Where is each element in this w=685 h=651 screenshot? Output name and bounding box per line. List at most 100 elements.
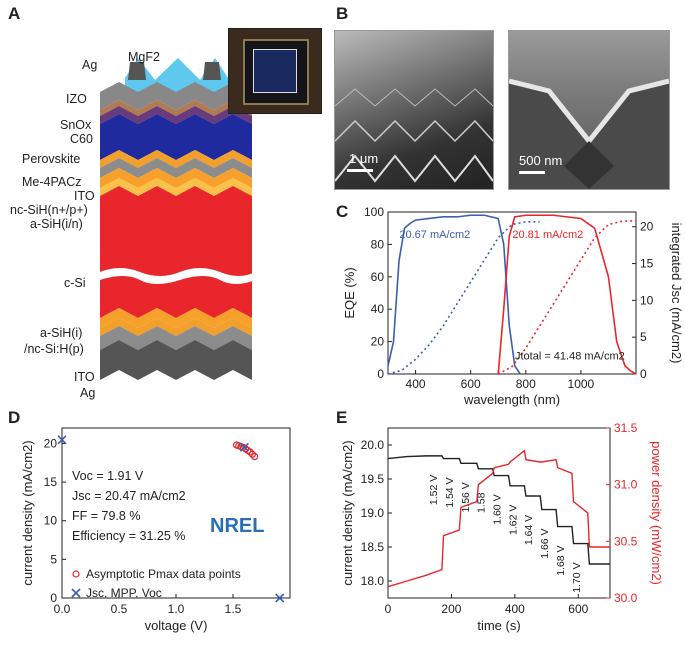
- label-mgf2: MgF2: [128, 50, 160, 64]
- step-voltage-label-2: 1.56 V: [460, 482, 472, 512]
- y-tick-label: 18.0: [361, 574, 385, 588]
- x-tick-label: 800: [516, 377, 536, 391]
- me4pacz-layer: [100, 150, 252, 168]
- jv-param-3: Efficiency = 31.25 %: [72, 529, 185, 543]
- device-photo: [228, 28, 322, 114]
- step-voltage-label-4: 1.60 V: [492, 494, 504, 524]
- y-tick-label: 60: [371, 270, 385, 284]
- y2-axis-label: power density (mW/cm2): [649, 441, 664, 585]
- y-tick-label: 18.5: [361, 540, 385, 554]
- csi-break-wave: [100, 268, 255, 284]
- x-tick-label: 0.0: [54, 602, 71, 616]
- label-ag-top: Ag: [82, 58, 98, 72]
- x-tick-label: 200: [441, 602, 461, 616]
- step-voltage-label-8: 1.68 V: [555, 545, 567, 575]
- panel-label-d: D: [8, 408, 21, 427]
- x-axis-label: wavelength (nm): [463, 392, 560, 407]
- perovskite-layer: [100, 114, 252, 160]
- annotation-total: Jtotal = 41.48 mA/cm2: [515, 350, 625, 362]
- ito-top-layer: [100, 158, 252, 178]
- mpp-tracking-chart: 0 200 400 600 18.0 18.5 19.0 19.5 20.0 30.0 30.5 31…: [340, 421, 664, 633]
- y2-axis-label: integrated Jsc (mA/cm2): [669, 223, 684, 364]
- series-line-1: [387, 449, 610, 588]
- eqe-chart: 400 600 800 100002040608010005101520wavelen…: [342, 205, 684, 407]
- ag-bottom-layer: [100, 340, 252, 380]
- legend-label-pmax: Asymptotic Pmax data points: [86, 567, 241, 581]
- label-snox: SnOx: [60, 118, 92, 132]
- plot-frame: [387, 211, 637, 375]
- snox-layer: [100, 100, 252, 116]
- step-voltage-label-9: 1.70 V: [571, 562, 583, 592]
- label-ito-top: ITO: [74, 189, 95, 203]
- label-ag-bottom: Ag: [80, 386, 96, 400]
- y-tick-label: 15: [44, 475, 58, 489]
- y2-tick-label: 10: [640, 293, 654, 307]
- y-tick-label: 80: [371, 237, 385, 251]
- jv-param-1: Jsc = 20.47 mA/cm2: [72, 489, 186, 503]
- y-tick-label: 19.5: [361, 472, 385, 486]
- x-tick-label: 600: [568, 602, 588, 616]
- x-tick-label: 0: [385, 602, 392, 616]
- x-tick-label: 1000: [568, 377, 595, 391]
- y-tick-label: 40: [371, 302, 385, 316]
- y-tick-label: 10: [44, 514, 58, 528]
- series-line-0: [387, 214, 521, 375]
- ncsihp-layer: [100, 318, 252, 336]
- label-ncsihp: /nc-Si:H(p): [24, 342, 84, 356]
- asih-i-layer: [100, 308, 252, 328]
- label-asih-i: a-SiH(i): [40, 326, 83, 340]
- annotation-red: 20.81 mA/cm2: [512, 229, 583, 241]
- ag-top-contact-left: [128, 62, 146, 80]
- panel-label-b: B: [336, 4, 349, 23]
- y2-tick-label: 30.0: [614, 591, 638, 605]
- ito-bottom-layer: [100, 326, 252, 350]
- y-tick-label: 5: [50, 552, 57, 566]
- label-asih-in: a-SiH(i/n): [30, 217, 83, 231]
- jsc-mpp-voc-marker: [239, 442, 249, 452]
- x-tick-label: 0.5: [111, 602, 128, 616]
- panel-label-c: C: [336, 202, 349, 221]
- series-line-2: [497, 214, 637, 375]
- y-tick-label: 20: [44, 436, 58, 450]
- series-line-3: [497, 219, 637, 375]
- y-tick-label: 100: [364, 205, 384, 219]
- scale-label-right: 500 nm: [519, 153, 563, 168]
- jv-param-2: FF = 79.8 %: [72, 509, 140, 523]
- y-axis-label: EQE (%): [342, 267, 357, 318]
- y2-tick-label: 20: [640, 220, 654, 234]
- jsc-mpp-voc-marker: [57, 435, 67, 445]
- y-axis-label: current density (mA/cm2): [340, 440, 355, 585]
- series-line-0: [387, 455, 610, 565]
- x-axis-label: time (s): [477, 618, 520, 633]
- ncsih-layer: [100, 168, 252, 188]
- legend-marker-pmax: [72, 570, 80, 578]
- pmax-point: [248, 450, 256, 458]
- y2-tick-label: 5: [640, 330, 647, 344]
- step-voltage-label-5: 1.62 V: [507, 505, 519, 535]
- scale-bar-left: [347, 169, 373, 172]
- pmax-point: [251, 452, 259, 461]
- x-tick-label: 1.5: [225, 602, 242, 616]
- step-voltage-label-6: 1.64 V: [523, 515, 535, 545]
- panel-label-a: A: [8, 4, 21, 23]
- legend-label-jv: Jsc, MPP, Voc: [86, 586, 162, 600]
- y2-tick-label: 15: [640, 257, 654, 271]
- y-tick-label: 0: [377, 367, 384, 381]
- label-c60: C60: [70, 132, 93, 146]
- nrel-logo: NREL: [210, 515, 264, 537]
- device-stack-diagram: [100, 58, 255, 380]
- jv-chart: 0.0 0.5 1.0 1.5 0 5 10 15 20 voltage (V) current d…: [20, 427, 291, 633]
- sem-image-cross-section: 500 nm: [508, 30, 670, 190]
- scale-bar-right: [519, 171, 545, 174]
- label-csi: c-Si: [64, 276, 86, 290]
- jv-param-0: Voc = 1.91 V: [72, 469, 144, 483]
- panel-label-e: E: [336, 408, 348, 427]
- c60-layer: [100, 106, 252, 124]
- x-axis-label: voltage (V): [145, 618, 208, 633]
- jsc-mpp-voc-marker: [275, 593, 285, 603]
- y-tick-label: 0: [50, 591, 57, 605]
- y2-tick-label: 0: [640, 367, 647, 381]
- asih-in-layer: [100, 178, 252, 196]
- y-tick-label: 19.0: [361, 506, 385, 520]
- label-perovskite: Perovskite: [22, 152, 81, 166]
